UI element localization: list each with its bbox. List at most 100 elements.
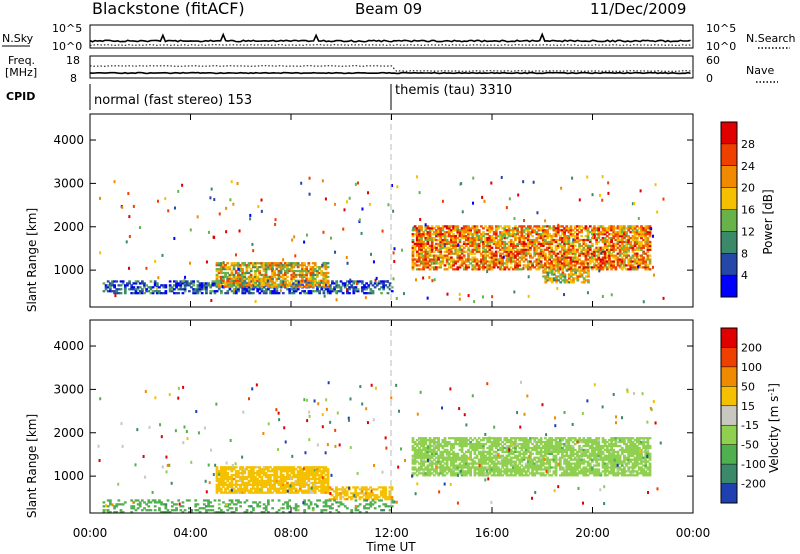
echo-cell [642, 266, 645, 269]
echo-cell [226, 468, 230, 471]
echo-cell [249, 491, 253, 494]
echo-cell [217, 288, 221, 291]
echo-cell [458, 240, 462, 244]
echo-cell [603, 262, 607, 265]
echo-cell [252, 292, 255, 295]
echo-cell [584, 271, 588, 274]
echo-cell [468, 248, 471, 252]
echo-cell [443, 235, 447, 238]
echo-cell [273, 288, 277, 291]
echo-cell [492, 464, 496, 467]
echo-cell [269, 266, 272, 269]
echo-cell [219, 479, 223, 483]
echo-cell [550, 273, 554, 276]
echo-cell [450, 258, 453, 261]
echo-cell [224, 473, 227, 477]
echo-cell [128, 215, 131, 219]
echo-cell [550, 246, 554, 249]
echo-cell [264, 292, 268, 295]
echo-cell [360, 492, 364, 495]
echo-cell [303, 475, 306, 479]
echo-cell [378, 288, 381, 291]
echo-cell [333, 288, 336, 291]
echo-cell [256, 290, 260, 293]
echo-cell [614, 258, 618, 261]
echo-cell [168, 286, 172, 289]
echo-cell [254, 283, 257, 286]
echo-cell [428, 264, 432, 267]
echo-cell [541, 456, 545, 459]
echo-cell [456, 252, 460, 255]
echo-cell [471, 446, 475, 450]
echo-cell [550, 437, 554, 440]
echo-cell [130, 284, 134, 287]
echo-cell [288, 269, 291, 273]
echo-cell [526, 268, 530, 271]
echo-cell [460, 437, 464, 440]
echo-cell [422, 456, 426, 459]
echo-cell [633, 254, 637, 257]
echo-cell [430, 260, 434, 263]
echo-cell [177, 284, 181, 287]
echo-cell [164, 290, 168, 293]
echo-cell [627, 258, 631, 261]
echo-cell [595, 258, 598, 261]
echo-cell [320, 288, 324, 291]
echo-cell [343, 284, 347, 287]
echo-cell [111, 282, 114, 285]
echo-cell [288, 473, 291, 477]
echo-cell [488, 454, 492, 457]
echo-cell [279, 491, 283, 494]
echo-cell [503, 464, 507, 467]
echo-cell [494, 446, 498, 450]
echo-cell [456, 260, 460, 263]
echo-cell [437, 262, 440, 265]
echo-cell [430, 460, 434, 463]
echo-cell [586, 254, 590, 257]
echo-cell [375, 282, 379, 285]
echo-cell [368, 202, 371, 206]
echo-cell [149, 280, 153, 283]
echo-cell [518, 248, 522, 251]
echo-cell [473, 240, 477, 244]
echo-cell [548, 442, 552, 446]
echo-cell [426, 227, 430, 230]
echo-cell [262, 269, 266, 273]
echo-cell [595, 236, 598, 240]
echo-cell [586, 236, 590, 240]
echo-cell [482, 439, 485, 442]
echo-cell [567, 256, 571, 259]
echo-cell [524, 472, 528, 475]
echo-cell [563, 258, 566, 261]
echo-cell [593, 229, 596, 232]
echo-cell [309, 292, 313, 295]
echo-cell [311, 472, 315, 475]
echo-cell [298, 477, 302, 481]
echo-cell [452, 233, 455, 236]
echo-cell [243, 487, 247, 490]
echo-cell [533, 466, 537, 469]
echo-cell [492, 264, 496, 267]
echo-cell [484, 450, 487, 454]
echo-cell [183, 288, 187, 291]
echo-cell [494, 246, 498, 249]
echo-cell [141, 282, 144, 285]
echo-cell [437, 466, 440, 469]
echo-cell [288, 290, 292, 293]
echo-cell [321, 263, 324, 267]
echo-cell [234, 271, 238, 275]
echo-cell [236, 470, 240, 473]
echo-cell [443, 240, 447, 244]
echo-cell [447, 258, 451, 261]
echo-cell [215, 477, 219, 481]
echo-cell [618, 252, 622, 255]
echo-cell [279, 264, 283, 267]
echo-cell [536, 211, 539, 215]
echo-cell [313, 267, 317, 271]
echo-cell [445, 248, 449, 251]
echo-cell [586, 248, 590, 251]
echo-cell [501, 456, 505, 459]
echo-cell [471, 458, 475, 461]
echo-cell [225, 206, 228, 210]
echo-cell [430, 266, 434, 269]
